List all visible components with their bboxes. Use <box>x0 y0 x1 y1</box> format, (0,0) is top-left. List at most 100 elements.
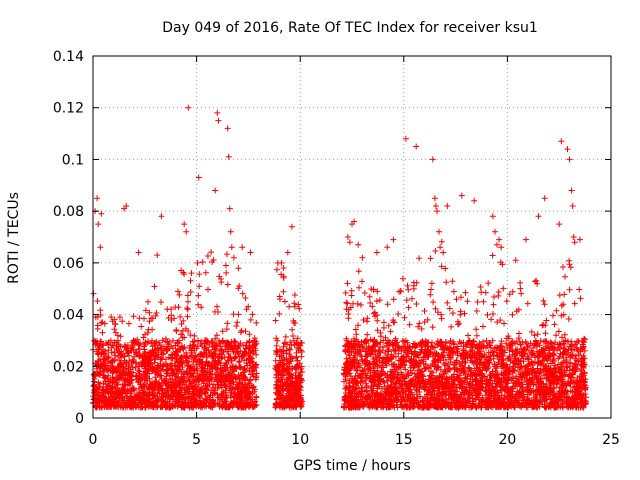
data-point <box>112 321 119 328</box>
data-point <box>146 375 153 382</box>
data-point <box>184 292 191 299</box>
data-point <box>138 323 145 330</box>
data-point <box>242 295 249 301</box>
data-point <box>438 238 445 245</box>
data-point <box>358 302 364 308</box>
data-point <box>159 337 166 344</box>
data-point <box>443 279 450 286</box>
data-point <box>489 252 496 259</box>
data-point <box>560 264 566 270</box>
data-point <box>348 287 355 294</box>
data-point <box>187 289 194 295</box>
data-point <box>577 295 584 302</box>
data-point <box>413 279 420 286</box>
data-point <box>253 373 259 380</box>
data-point <box>488 316 495 323</box>
data-point <box>142 307 149 314</box>
data-point <box>213 332 220 339</box>
data-point <box>551 321 558 328</box>
data-point <box>230 311 237 318</box>
data-point <box>473 308 480 314</box>
data-point <box>208 249 215 256</box>
data-point <box>344 300 351 307</box>
data-point <box>276 310 283 317</box>
data-point <box>473 326 480 333</box>
data-point <box>561 291 568 298</box>
data-point <box>190 338 197 345</box>
data-point <box>173 328 180 334</box>
data-point <box>484 311 491 318</box>
data-point <box>448 323 455 330</box>
data-point <box>478 289 485 296</box>
data-point <box>571 300 578 307</box>
data-point <box>273 342 280 349</box>
data-point <box>403 297 410 304</box>
data-point <box>344 280 351 287</box>
data-point <box>528 328 535 335</box>
data-point <box>143 374 150 381</box>
data-point <box>178 386 185 393</box>
data-point <box>174 339 181 346</box>
data-point <box>272 317 279 324</box>
data-point <box>246 331 253 338</box>
data-point <box>562 273 568 280</box>
data-point <box>196 283 203 290</box>
data-point <box>205 286 211 293</box>
data-point <box>157 372 164 379</box>
data-point <box>450 288 457 295</box>
data-point <box>170 337 176 344</box>
data-point <box>567 264 574 271</box>
data-point <box>413 301 420 307</box>
data-point <box>370 310 377 317</box>
data-point <box>234 319 241 326</box>
data-point <box>150 395 156 401</box>
data-point <box>541 301 548 308</box>
data-point <box>157 367 164 374</box>
data-point <box>237 348 244 354</box>
data-point <box>410 285 417 292</box>
grid-lines <box>93 56 611 418</box>
data-point <box>293 354 300 361</box>
data-point <box>219 354 226 361</box>
data-points <box>90 104 589 411</box>
data-point <box>355 268 362 275</box>
data-point <box>560 301 567 308</box>
data-point <box>429 324 436 331</box>
data-point <box>534 331 541 338</box>
data-point <box>214 394 221 401</box>
data-point <box>185 298 191 305</box>
data-point <box>343 299 350 306</box>
data-point <box>242 375 249 381</box>
data-point <box>395 311 402 317</box>
data-point <box>180 317 187 324</box>
data-point <box>179 361 186 368</box>
data-point <box>401 314 408 321</box>
data-point <box>566 286 573 293</box>
data-point <box>462 289 469 296</box>
data-point <box>543 317 550 324</box>
data-point <box>280 288 287 295</box>
data-point <box>231 338 238 345</box>
data-point <box>232 349 239 356</box>
data-point <box>158 299 164 306</box>
data-point <box>204 253 211 259</box>
data-point <box>219 328 226 335</box>
data-point <box>516 330 522 337</box>
data-point <box>211 401 218 408</box>
data-point <box>540 297 547 304</box>
data-point <box>136 361 143 368</box>
data-point <box>146 389 153 396</box>
data-point <box>97 307 104 314</box>
data-point <box>359 278 365 285</box>
data-point <box>198 304 205 311</box>
data-point <box>111 326 118 333</box>
data-point <box>120 397 127 404</box>
data-point <box>550 312 556 319</box>
data-point <box>291 300 298 307</box>
data-point <box>525 355 532 362</box>
data-point <box>176 291 183 298</box>
data-point <box>491 294 497 300</box>
data-point <box>432 248 439 254</box>
data-point <box>273 266 280 273</box>
data-point <box>542 330 549 337</box>
